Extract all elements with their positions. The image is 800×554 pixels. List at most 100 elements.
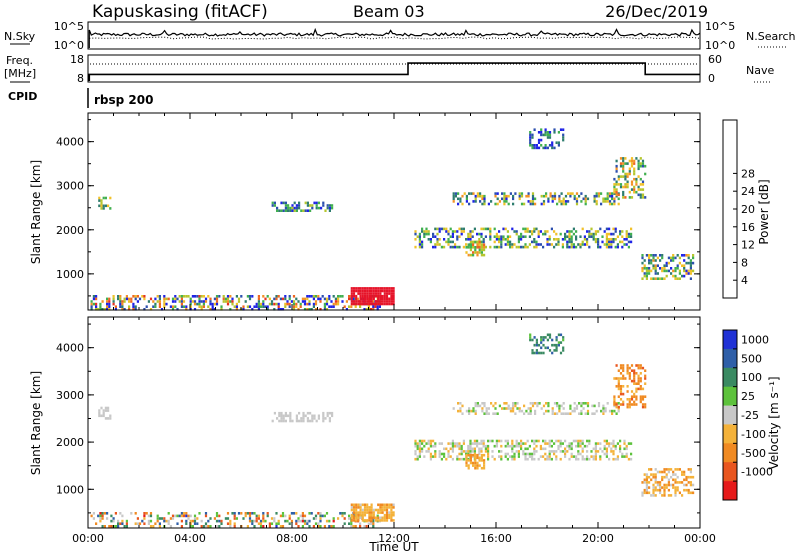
scatter-cell [262, 512, 265, 515]
scatter-cell [481, 194, 484, 198]
scatter-cell [639, 177, 642, 181]
scatter-cell [451, 230, 454, 233]
scatter-cell [588, 245, 591, 249]
scatter-cell [542, 336, 545, 339]
scatter-cell [447, 442, 450, 445]
scatter-cell [535, 444, 538, 448]
scatter-cell [457, 202, 460, 206]
scatter-cell [348, 522, 351, 525]
scatter-cell [564, 439, 567, 443]
scatter-cell [295, 417, 298, 420]
scatter-cell [134, 512, 137, 515]
scatter-cell [381, 508, 384, 512]
scatter-cell [490, 200, 493, 203]
scatter-cell [643, 272, 646, 275]
scatter-cell [370, 294, 373, 298]
scatter-cell [425, 230, 428, 233]
scatter-cell [661, 267, 664, 270]
scatter-cell [489, 245, 492, 249]
scatter-cell [418, 243, 421, 246]
scatter-cell [633, 400, 636, 404]
scatter-cell [639, 377, 642, 380]
scatter-cell [484, 447, 487, 451]
scatter-cell [496, 197, 499, 201]
scatter-cell [573, 402, 576, 405]
scatter-cell [374, 302, 378, 306]
scatter-cell [281, 297, 285, 301]
scatter-cell [343, 512, 346, 515]
scatter-cell [506, 240, 509, 244]
scatter-cell [526, 457, 529, 461]
scatter-cell [462, 245, 465, 249]
scatter-cell [363, 308, 366, 311]
scatter-cell [361, 519, 364, 522]
scatter-cell [237, 300, 241, 303]
scatter-cell [255, 302, 258, 306]
scatter-cell [584, 194, 587, 198]
scatter-cell [458, 235, 461, 238]
scatter-cell [625, 452, 628, 456]
scatter-cell [692, 256, 695, 260]
scatter-cell [564, 232, 567, 236]
scatter-cell [531, 230, 534, 233]
ytick-label: 1000 [56, 483, 84, 496]
scatter-cell [301, 519, 304, 523]
scatter-cell [291, 204, 294, 207]
scatter-cell [414, 245, 417, 249]
scatter-cell [595, 192, 598, 195]
scatter-cell [388, 300, 391, 303]
scatter-cell [167, 512, 170, 515]
scatter-cell [507, 202, 510, 206]
scatter-cell [470, 409, 473, 413]
scatter-cell [533, 146, 536, 150]
scatter-cell [566, 235, 569, 238]
scatter-cell [555, 343, 558, 347]
scatter-cell [112, 519, 115, 523]
scatter-cell [584, 202, 587, 206]
scatter-cell [352, 511, 356, 514]
scatter-cell [476, 466, 479, 470]
scatter-cell [370, 511, 373, 514]
scatter-cell [180, 300, 183, 303]
scatter-cell [309, 209, 312, 212]
scatter-cell [654, 277, 657, 280]
scatter-cell [370, 300, 373, 303]
scatter-cell [610, 245, 613, 249]
scatter-cell [298, 411, 301, 415]
scatter-cell [512, 197, 515, 201]
scatter-cell [619, 385, 623, 388]
scatter-cell [476, 194, 479, 198]
scatter-cell [531, 240, 534, 244]
scatter-cell [348, 295, 351, 298]
scatter-cell [610, 243, 613, 246]
scatter-cell [363, 508, 367, 512]
scatter-cell [359, 297, 362, 301]
scatter-cell [418, 245, 421, 249]
scatter-cell [683, 259, 686, 262]
scatter-cell [527, 200, 530, 203]
scatter-cell [606, 200, 609, 203]
scatter-cell [240, 512, 243, 515]
scatter-cell [377, 511, 380, 514]
scatter-cell [670, 256, 673, 260]
scatter-cell [368, 511, 371, 514]
scatter-cell [525, 409, 528, 413]
scatter-cell [350, 289, 353, 293]
scatter-cell [537, 146, 541, 150]
scatter-cell [546, 338, 549, 342]
scatter-cell [301, 514, 304, 518]
scatter-cell [656, 277, 659, 280]
scatter-cell [381, 302, 384, 306]
scatter-cell [295, 519, 298, 523]
scatter-cell [434, 245, 437, 249]
scatter-cell [622, 392, 625, 396]
scatter-cell [317, 201, 320, 205]
scatter-cell [604, 407, 607, 410]
scatter-cell [616, 245, 619, 249]
scatter-cell [368, 516, 371, 520]
scatter-cell [494, 194, 497, 198]
scatter-cell [385, 292, 389, 295]
scatter-cell [268, 522, 271, 525]
scatter-cell [555, 336, 558, 339]
scatter-cell [569, 192, 572, 195]
